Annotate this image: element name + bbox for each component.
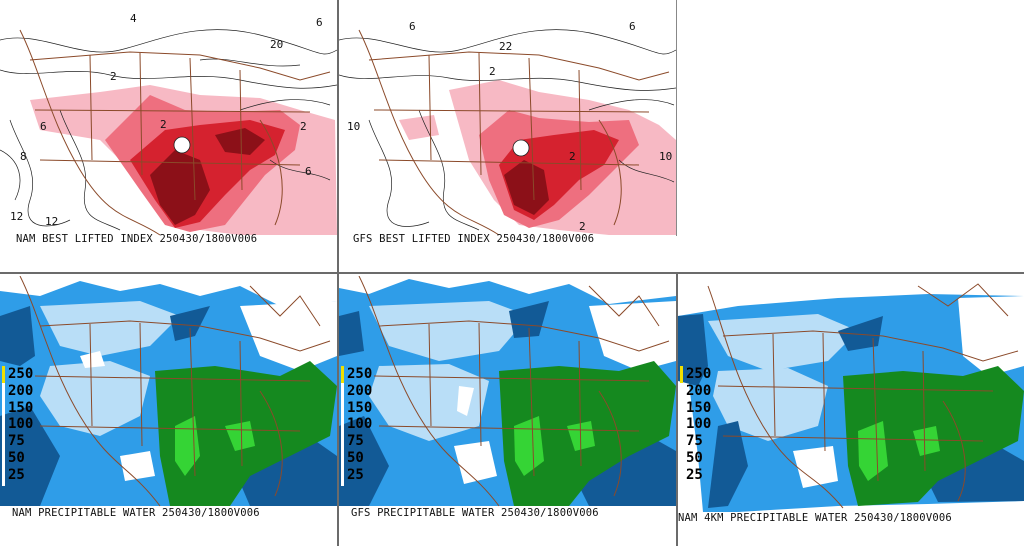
nam-lifted-index-title: NAM BEST LIFTED INDEX 250430/1800V006 (16, 233, 258, 245)
svg-text:6: 6 (629, 20, 636, 33)
gfs-pw-title: GFS PRECIPITABLE WATER 250430/1800V006 (351, 507, 599, 519)
nam4km-pw-map (678, 283, 1024, 512)
svg-text:2: 2 (489, 65, 496, 78)
legend-value: 75 (8, 433, 25, 450)
legend-value: 50 (8, 449, 25, 466)
svg-text:2: 2 (579, 220, 586, 233)
gfs-pw-map (339, 276, 676, 546)
svg-text:20: 20 (270, 38, 283, 51)
legend-value: 100 (686, 416, 712, 433)
svg-text:2: 2 (300, 120, 307, 133)
legend-value: 250 (686, 366, 712, 382)
legend-value: 25 (686, 466, 703, 483)
legend-value: 100 (8, 416, 34, 433)
svg-text:6: 6 (40, 120, 47, 133)
legend-value: 25 (347, 466, 364, 483)
svg-text:12: 12 (45, 215, 58, 228)
svg-text:6: 6 (409, 20, 416, 33)
svg-text:4: 4 (130, 12, 137, 25)
nam-pw-legend-colorbar (2, 366, 5, 486)
top-right-divider (676, 0, 677, 236)
svg-text:22: 22 (499, 40, 512, 53)
svg-text:10: 10 (659, 150, 672, 163)
svg-text:2: 2 (110, 70, 117, 83)
nam-precipitable-water-panel: 250 200 150 100 75 50 25 NAM PRECIPITABL… (0, 276, 337, 546)
svg-text:6: 6 (316, 16, 323, 29)
horizontal-divider (0, 272, 1024, 274)
gfs-pw-legend-colorbar (341, 366, 344, 486)
svg-text:2: 2 (160, 118, 167, 131)
svg-text:6: 6 (305, 165, 312, 178)
vertical-divider-right (676, 272, 678, 546)
svg-text:10: 10 (347, 120, 360, 133)
legend-value: 250 (8, 366, 34, 382)
gfs-lifted-index-panel: 22 6 6 10 2 2 10 2 GFS BEST LIFTED INDEX 2504… (339, 0, 676, 272)
legend-value: 75 (686, 433, 703, 450)
gfs-precipitable-water-panel: 250 200 150 100 75 50 25 GFS PRECIPITABL… (339, 276, 676, 546)
legend-value: 25 (8, 466, 25, 483)
legend-value: 75 (347, 433, 364, 450)
svg-text:12: 12 (10, 210, 23, 223)
gfs-lifted-index-title: GFS BEST LIFTED INDEX 250430/1800V006 (353, 233, 595, 245)
legend-value: 200 (686, 382, 712, 399)
legend-value: 50 (686, 449, 703, 466)
legend-value: 150 (686, 399, 712, 416)
nam-lifted-index-panel: 4 20 6 2 6 2 12 12 2 6 8 NAM BEST LIFTED INDEX … (0, 0, 337, 272)
nam4km-precipitable-water-panel: 250 200 150 100 75 50 25 NAM 4KM PRECIPI… (678, 276, 1024, 546)
nam-pw-map (0, 276, 337, 546)
nam4km-pw-title: NAM 4KM PRECIPITABLE WATER 250430/1800V0… (678, 512, 952, 524)
svg-text:2: 2 (569, 150, 576, 163)
legend-value: 200 (8, 382, 34, 399)
legend-value: 150 (347, 399, 373, 416)
nam4km-pw-legend-colorbar (680, 366, 683, 486)
legend-value: 100 (347, 416, 373, 433)
legend-value: 150 (8, 399, 34, 416)
legend-value: 250 (347, 366, 373, 382)
legend-value: 50 (347, 449, 364, 466)
nam-lifted-index-map: 4 20 6 2 6 2 12 12 2 6 8 (0, 12, 337, 236)
legend-value: 200 (347, 382, 373, 399)
svg-text:8: 8 (20, 150, 27, 163)
nam-pw-title: NAM PRECIPITABLE WATER 250430/1800V006 (12, 507, 260, 519)
